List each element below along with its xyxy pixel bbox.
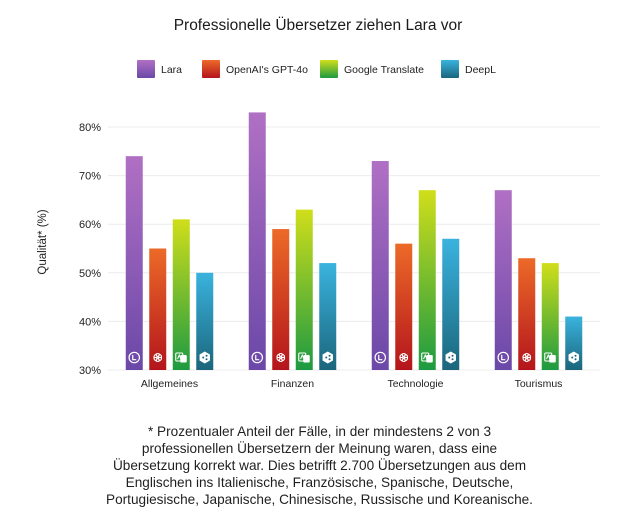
- legend: Lara OpenAI's GPT-4o Google Translate DeepL: [137, 60, 496, 78]
- google-translate-icon: [298, 352, 310, 363]
- chart-title: Professionelle Übersetzer ziehen Lara vo…: [174, 16, 463, 34]
- bar-group-tourismus: [494, 190, 583, 370]
- footnote: * Prozentualer Anteil der Fälle, in der …: [106, 424, 533, 507]
- bar-openai-s-gpt-4o-finanzen: [272, 229, 290, 370]
- deepl-icon: [322, 351, 333, 364]
- lara-icon: [374, 351, 387, 364]
- legend-label: DeepL: [465, 64, 496, 76]
- bars: [125, 112, 583, 371]
- legend-swatch: [202, 60, 220, 78]
- openai-icon: [153, 353, 163, 362]
- legend-item-lara: Lara: [137, 60, 182, 78]
- legend-swatch: [320, 60, 338, 78]
- bar-deepl-allgemeines: [196, 272, 214, 370]
- x-axis-categories: Allgemeines Finanzen Technologie Tourismus: [141, 378, 563, 390]
- bar-google-translate-technologie: [418, 190, 436, 370]
- legend-swatch: [441, 60, 459, 78]
- google-translate-icon: [421, 352, 433, 363]
- legend-item-deepl: DeepL: [441, 60, 496, 78]
- bar-lara-allgemeines: [125, 156, 143, 370]
- bar-google-translate-finanzen: [295, 209, 313, 370]
- bar-deepl-finanzen: [319, 263, 337, 370]
- legend-label: Google Translate: [344, 64, 424, 76]
- legend-label: Lara: [161, 64, 182, 76]
- y-tick-label: 80%: [79, 122, 101, 134]
- deepl-icon: [199, 351, 210, 364]
- openai-icon: [522, 353, 532, 362]
- lara-icon: [128, 351, 141, 364]
- legend-item-openai-s-gpt-4o: OpenAI's GPT-4o: [202, 60, 308, 78]
- bar-lara-technologie: [371, 161, 389, 370]
- bar-group-finanzen: [248, 112, 337, 371]
- lara-icon: [251, 351, 264, 364]
- bar-openai-s-gpt-4o-technologie: [395, 243, 413, 370]
- deepl-icon: [445, 351, 456, 364]
- legend-item-google-translate: Google Translate: [320, 60, 424, 78]
- y-tick-label: 50%: [79, 268, 101, 280]
- y-axis-label: Qualität* (%): [37, 209, 49, 274]
- x-category-label: Finanzen: [271, 378, 314, 390]
- bar-group-technologie: [371, 161, 460, 370]
- y-tick-label: 30%: [79, 365, 101, 377]
- bar-google-translate-tourismus: [541, 263, 559, 370]
- openai-icon: [276, 353, 286, 362]
- deepl-icon: [568, 351, 579, 364]
- y-axis-ticks: 30% 40% 50% 60% 70% 80%: [79, 122, 101, 377]
- bar-group-allgemeines: [125, 156, 214, 370]
- bar-deepl-technologie: [442, 238, 460, 370]
- bar-lara-tourismus: [494, 190, 512, 370]
- bar-google-translate-allgemeines: [172, 219, 190, 370]
- bar-openai-s-gpt-4o-tourismus: [518, 258, 536, 370]
- x-category-label: Allgemeines: [141, 378, 198, 390]
- x-category-label: Technologie: [387, 378, 443, 390]
- legend-swatch: [137, 60, 155, 78]
- openai-icon: [399, 353, 409, 362]
- google-translate-icon: [544, 352, 556, 363]
- y-tick-label: 70%: [79, 171, 101, 183]
- y-tick-label: 60%: [79, 219, 101, 231]
- bar-lara-finanzen: [248, 112, 266, 371]
- chart: Professionelle Übersetzer ziehen Lara vo…: [37, 16, 600, 390]
- lara-icon: [497, 351, 510, 364]
- google-translate-icon: [175, 352, 187, 363]
- gridlines: [108, 126, 600, 371]
- y-tick-label: 40%: [79, 316, 101, 328]
- legend-label: OpenAI's GPT-4o: [226, 64, 308, 76]
- x-category-label: Tourismus: [515, 378, 563, 390]
- bar-openai-s-gpt-4o-allgemeines: [149, 248, 167, 370]
